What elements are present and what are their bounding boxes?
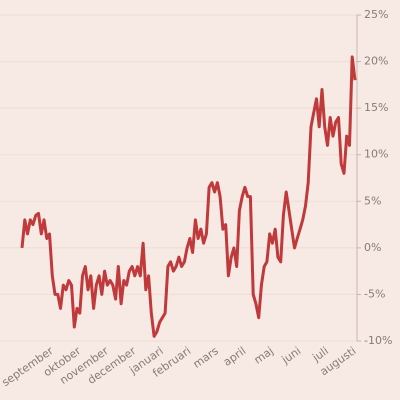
y-tick-label: 10% (364, 148, 388, 161)
y-tick-label: 15% (364, 101, 388, 114)
y-tick-label: 25% (364, 8, 388, 21)
y-tick-label: 5% (364, 194, 381, 207)
y-tick-label: 20% (364, 55, 388, 68)
x-tick-label: maj (252, 344, 276, 366)
x-tick-label: mars (191, 344, 221, 371)
x-tick-label: april (221, 344, 248, 369)
y-tick-label: -10% (364, 334, 392, 347)
x-tick-label: juni (279, 344, 304, 367)
y-tick-label: 0% (364, 241, 381, 254)
line (20, 55, 357, 338)
y-tick-label: -5% (364, 287, 385, 300)
